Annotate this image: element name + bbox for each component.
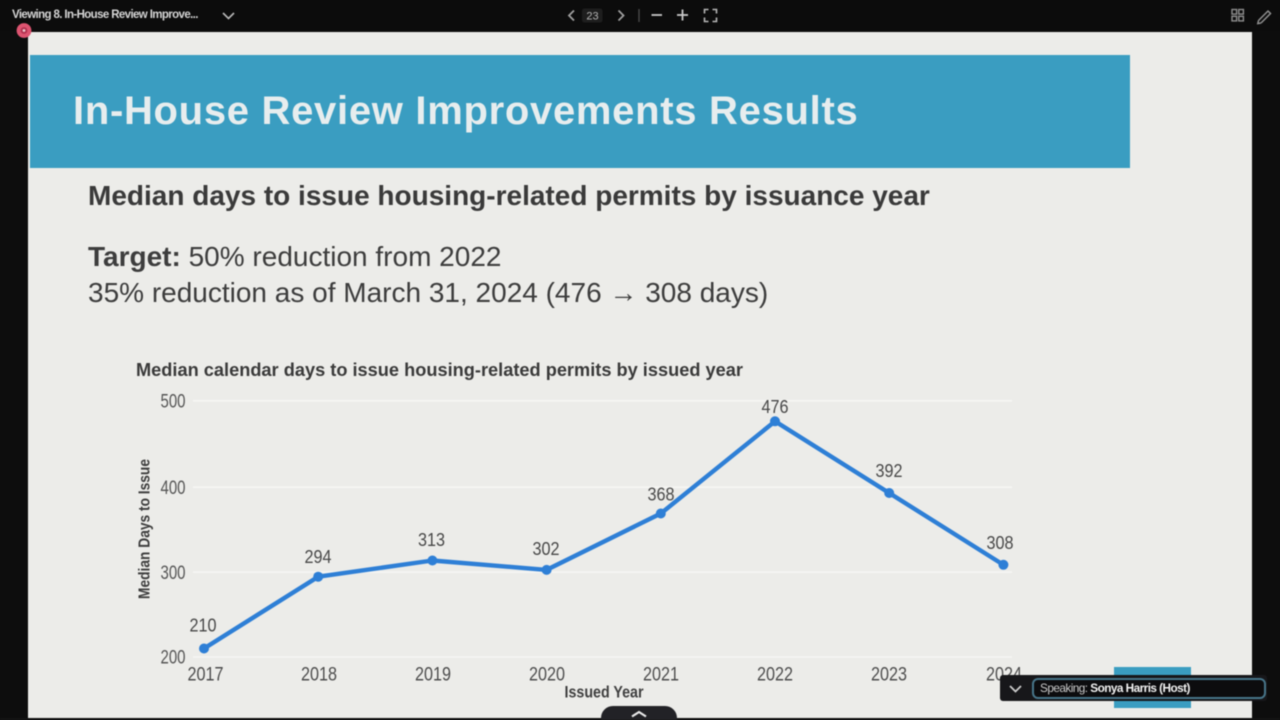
svg-text:400: 400	[161, 478, 186, 499]
svg-text:210: 210	[190, 616, 217, 636]
svg-text:308: 308	[987, 533, 1014, 553]
svg-text:Issued Year: Issued Year	[565, 684, 644, 702]
svg-text:2020: 2020	[529, 664, 565, 686]
svg-text:2023: 2023	[871, 664, 907, 686]
svg-text:2022: 2022	[757, 664, 793, 686]
svg-text:294: 294	[305, 547, 332, 567]
svg-text:500: 500	[161, 392, 186, 413]
svg-text:Median Days to Issue: Median Days to Issue	[137, 459, 154, 599]
svg-text:392: 392	[876, 461, 903, 481]
svg-text:2018: 2018	[301, 664, 337, 686]
svg-text:23: 23	[586, 11, 598, 23]
svg-text:313: 313	[418, 530, 445, 550]
svg-text:300: 300	[161, 563, 186, 584]
svg-text:368: 368	[648, 485, 675, 505]
svg-text:Median calendar days to issue: Median calendar days to issue housing-re…	[136, 359, 743, 380]
svg-text:2019: 2019	[415, 664, 451, 686]
svg-text:200: 200	[161, 648, 186, 669]
svg-text:2017: 2017	[188, 664, 224, 686]
svg-text:2021: 2021	[643, 664, 679, 686]
svg-text:476: 476	[762, 397, 789, 417]
svg-text:302: 302	[533, 539, 560, 559]
